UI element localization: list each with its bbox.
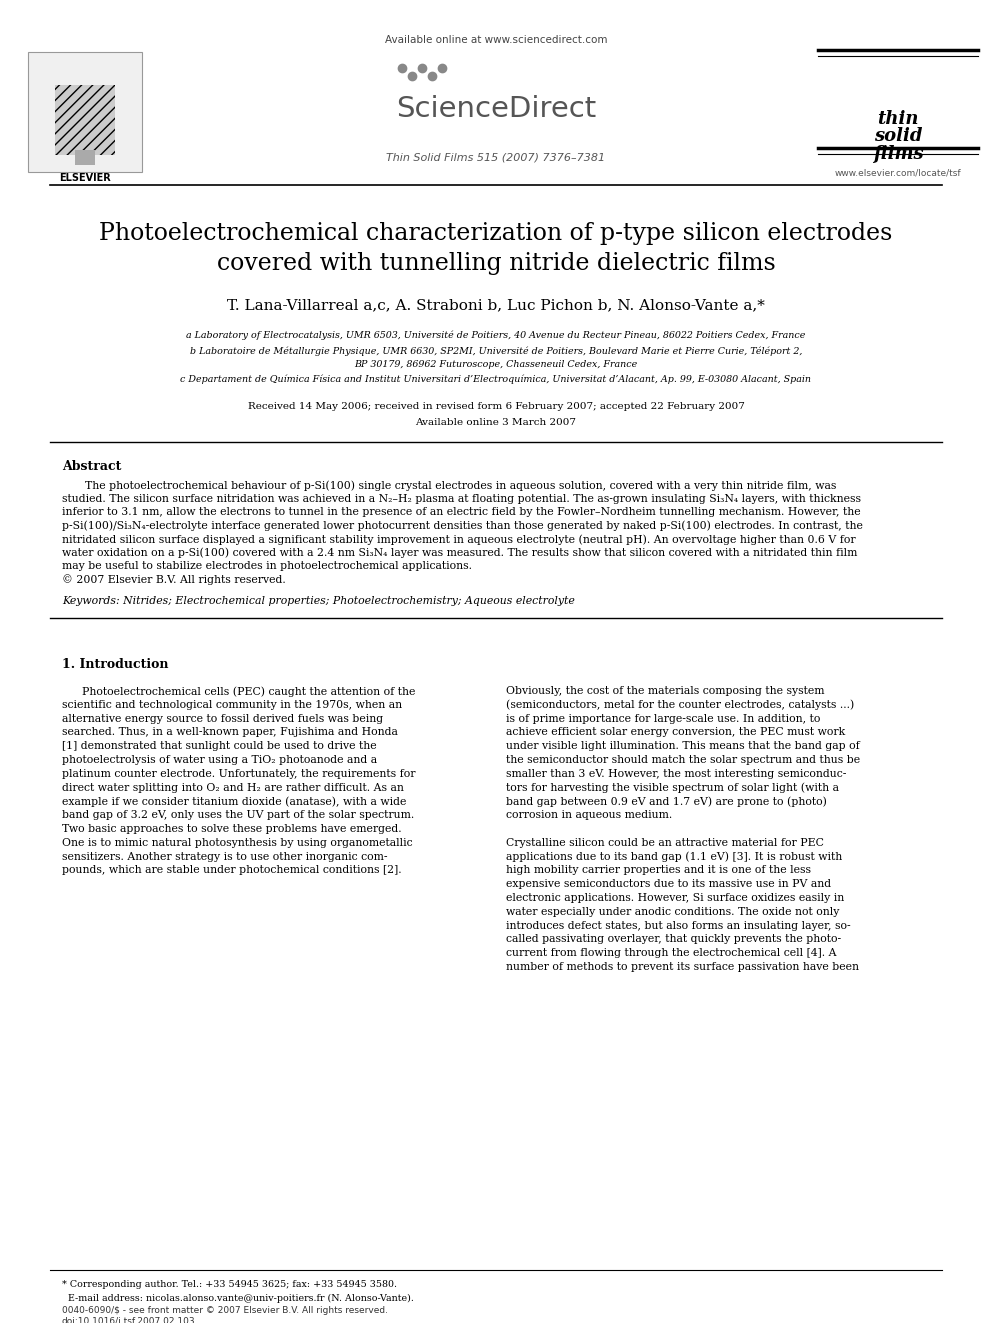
Text: pounds, which are stable under photochemical conditions [2].: pounds, which are stable under photochem… [62, 865, 402, 876]
Text: expensive semiconductors due to its massive use in PV and: expensive semiconductors due to its mass… [506, 880, 831, 889]
Text: Two basic approaches to solve these problems have emerged.: Two basic approaches to solve these prob… [62, 824, 402, 833]
Text: Crystalline silicon could be an attractive material for PEC: Crystalline silicon could be an attracti… [506, 837, 824, 848]
Text: electronic applications. However, Si surface oxidizes easily in: electronic applications. However, Si sur… [506, 893, 844, 904]
Text: applications due to its band gap (1.1 eV) [3]. It is robust with: applications due to its band gap (1.1 eV… [506, 852, 842, 863]
FancyBboxPatch shape [28, 52, 142, 172]
Text: ScienceDirect: ScienceDirect [396, 95, 596, 123]
Text: Received 14 May 2006; received in revised form 6 February 2007; accepted 22 Febr: Received 14 May 2006; received in revise… [248, 402, 744, 411]
Text: (semiconductors, metal for the counter electrodes, catalysts ...): (semiconductors, metal for the counter e… [506, 700, 854, 710]
Text: 1. Introduction: 1. Introduction [62, 658, 169, 671]
Text: ELSEVIER: ELSEVIER [60, 173, 111, 183]
Text: called passivating overlayer, that quickly prevents the photo-: called passivating overlayer, that quick… [506, 934, 841, 945]
Text: Thin Solid Films 515 (2007) 7376–7381: Thin Solid Films 515 (2007) 7376–7381 [387, 152, 605, 161]
Text: sensitizers. Another strategy is to use other inorganic com-: sensitizers. Another strategy is to use … [62, 852, 388, 861]
Text: c Departament de Química Física and Institut Universitari d’Electroquímica, Univ: c Departament de Química Física and Inst… [181, 374, 811, 385]
Text: scientific and technological community in the 1970s, when an: scientific and technological community i… [62, 700, 402, 710]
Text: platinum counter electrode. Unfortunately, the requirements for: platinum counter electrode. Unfortunatel… [62, 769, 416, 779]
Text: example if we consider titanium dioxide (anatase), with a wide: example if we consider titanium dioxide … [62, 796, 407, 807]
Text: achieve efficient solar energy conversion, the PEC must work: achieve efficient solar energy conversio… [506, 728, 845, 737]
Text: high mobility carrier properties and it is one of the less: high mobility carrier properties and it … [506, 865, 811, 876]
Text: BP 30179, 86962 Futuroscope, Chasseneuil Cedex, France: BP 30179, 86962 Futuroscope, Chasseneuil… [354, 360, 638, 369]
Text: * Corresponding author. Tel.: +33 54945 3625; fax: +33 54945 3580.: * Corresponding author. Tel.: +33 54945 … [62, 1279, 397, 1289]
Text: [1] demonstrated that sunlight could be used to drive the: [1] demonstrated that sunlight could be … [62, 741, 377, 751]
Text: thin
solid
films: thin solid films [873, 110, 924, 163]
Text: 0040-6090/$ - see front matter © 2007 Elsevier B.V. All rights reserved.: 0040-6090/$ - see front matter © 2007 El… [62, 1306, 388, 1315]
Text: T. Lana-Villarreal a,c, A. Straboni b, Luc Pichon b, N. Alonso-Vante a,*: T. Lana-Villarreal a,c, A. Straboni b, L… [227, 298, 765, 312]
Text: One is to mimic natural photosynthesis by using organometallic: One is to mimic natural photosynthesis b… [62, 837, 413, 848]
Text: photoelectrolysis of water using a TiO₂ photoanode and a: photoelectrolysis of water using a TiO₂ … [62, 755, 377, 765]
Text: Photoelectrochemical characterization of p-type silicon electrodes: Photoelectrochemical characterization of… [99, 222, 893, 245]
Text: Abstract: Abstract [62, 460, 121, 474]
Bar [75, 149, 95, 165]
Text: The photoelectrochemical behaviour of p-Si(100) single crystal electrodes in aqu: The photoelectrochemical behaviour of p-… [85, 480, 836, 491]
Text: under visible light illumination. This means that the band gap of: under visible light illumination. This m… [506, 741, 860, 751]
Text: doi:10.1016/j.tsf.2007.02.103: doi:10.1016/j.tsf.2007.02.103 [62, 1316, 195, 1323]
Text: current from flowing through the electrochemical cell [4]. A: current from flowing through the electro… [506, 949, 836, 958]
Text: covered with tunnelling nitride dielectric films: covered with tunnelling nitride dielectr… [216, 251, 776, 275]
Text: band gap of 3.2 eV, only uses the UV part of the solar spectrum.: band gap of 3.2 eV, only uses the UV par… [62, 810, 415, 820]
Text: Available online at www.sciencedirect.com: Available online at www.sciencedirect.co… [385, 34, 607, 45]
Text: Available online 3 March 2007: Available online 3 March 2007 [416, 418, 576, 427]
Text: band gap between 0.9 eV and 1.7 eV) are prone to (photo): band gap between 0.9 eV and 1.7 eV) are … [506, 796, 827, 807]
Text: water oxidation on a p-Si(100) covered with a 2.4 nm Si₃N₄ layer was measured. T: water oxidation on a p-Si(100) covered w… [62, 548, 857, 558]
Text: tors for harvesting the visible spectrum of solar light (with a: tors for harvesting the visible spectrum… [506, 783, 839, 794]
Bar [55, 85, 115, 155]
Text: water especially under anodic conditions. The oxide not only: water especially under anodic conditions… [506, 906, 839, 917]
Text: www.elsevier.com/locate/tsf: www.elsevier.com/locate/tsf [834, 168, 961, 177]
Text: is of prime importance for large-scale use. In addition, to: is of prime importance for large-scale u… [506, 713, 820, 724]
Text: Obviously, the cost of the materials composing the system: Obviously, the cost of the materials com… [506, 687, 824, 696]
Text: smaller than 3 eV. However, the most interesting semiconduc-: smaller than 3 eV. However, the most int… [506, 769, 846, 779]
Text: introduces defect states, but also forms an insulating layer, so-: introduces defect states, but also forms… [506, 921, 850, 930]
Text: Keywords: Nitrides; Electrochemical properties; Photoelectrochemistry; Aqueous e: Keywords: Nitrides; Electrochemical prop… [62, 595, 574, 606]
Text: inferior to 3.1 nm, allow the electrons to tunnel in the presence of an electric: inferior to 3.1 nm, allow the electrons … [62, 507, 861, 517]
Text: may be useful to stabilize electrodes in photoelectrochemical applications.: may be useful to stabilize electrodes in… [62, 561, 472, 572]
Text: corrosion in aqueous medium.: corrosion in aqueous medium. [506, 810, 673, 820]
Text: © 2007 Elsevier B.V. All rights reserved.: © 2007 Elsevier B.V. All rights reserved… [62, 574, 286, 585]
Text: alternative energy source to fossil derived fuels was being: alternative energy source to fossil deri… [62, 713, 383, 724]
Text: number of methods to prevent its surface passivation have been: number of methods to prevent its surface… [506, 962, 859, 972]
Text: a Laboratory of Electrocatalysis, UMR 6503, Université de Poitiers, 40 Avenue du: a Laboratory of Electrocatalysis, UMR 65… [186, 329, 806, 340]
Text: studied. The silicon surface nitridation was achieved in a N₂–H₂ plasma at float: studied. The silicon surface nitridation… [62, 493, 861, 504]
Text: Photoelectrochemical cells (PEC) caught the attention of the: Photoelectrochemical cells (PEC) caught … [82, 687, 416, 697]
Text: b Laboratoire de Métallurgie Physique, UMR 6630, SP2MI, Université de Poitiers, : b Laboratoire de Métallurgie Physique, U… [189, 347, 803, 356]
Text: searched. Thus, in a well-known paper, Fujishima and Honda: searched. Thus, in a well-known paper, F… [62, 728, 398, 737]
Text: nitridated silicon surface displayed a significant stability improvement in aque: nitridated silicon surface displayed a s… [62, 534, 856, 545]
Text: direct water splitting into O₂ and H₂ are rather difficult. As an: direct water splitting into O₂ and H₂ ar… [62, 783, 404, 792]
Text: p-Si(100)/Si₃N₄-electrolyte interface generated lower photocurrent densities tha: p-Si(100)/Si₃N₄-electrolyte interface ge… [62, 520, 863, 531]
Text: the semiconductor should match the solar spectrum and thus be: the semiconductor should match the solar… [506, 755, 860, 765]
Text: E-mail address: nicolas.alonso.vante@univ-poitiers.fr (N. Alonso-Vante).: E-mail address: nicolas.alonso.vante@uni… [62, 1294, 414, 1303]
